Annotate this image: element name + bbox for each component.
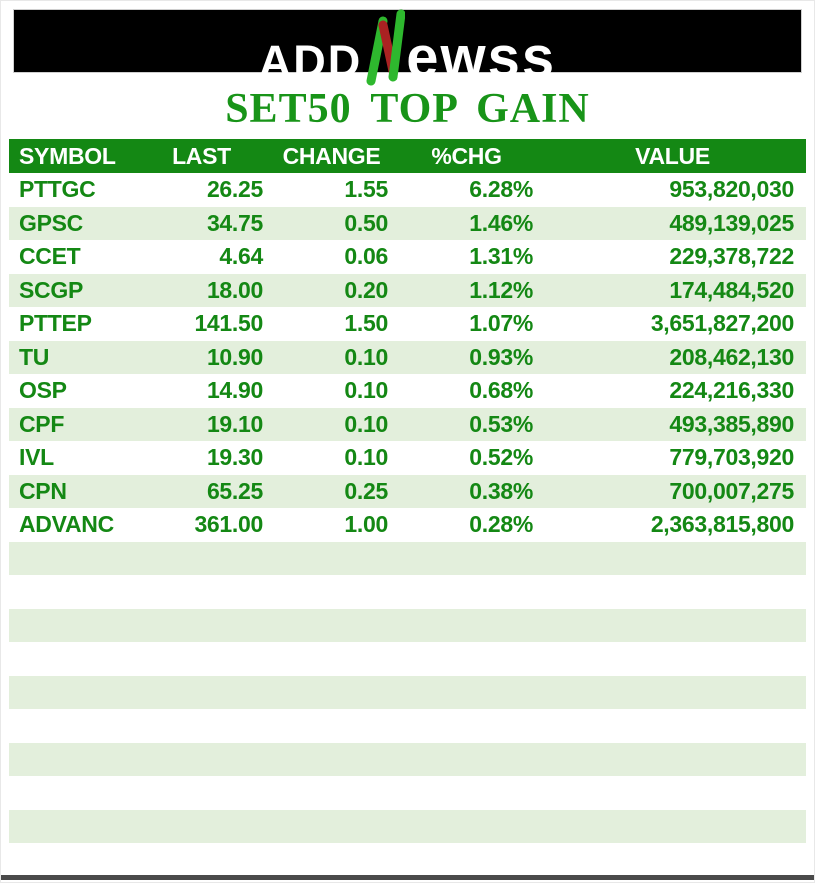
last-cell: 65.25 [206,477,263,504]
pctchg-cell: 0.52% [469,444,533,471]
column-header-symbol: SYMBOL [19,142,116,169]
addnewss-logo: ADD ewss [258,1,556,87]
last-cell: 19.10 [206,410,263,437]
table-row-osp: OSP 14.90 0.10 0.68% 224,216,330 [9,374,806,408]
empty-table-row [9,608,806,642]
symbol-cell: PTTGC [19,176,96,203]
stock-table-body: PTTGC 26.25 1.55 6.28% 953,820,030 GPSC 34.75 0… [9,173,806,877]
table-row-pttgc: PTTGC 26.25 1.55 6.28% 953,820,030 [9,173,806,207]
symbol-cell: CPF [19,410,65,437]
pctchg-cell: 0.68% [469,377,533,404]
column-header-chg: %CHG [431,142,502,169]
pctchg-cell: 1.31% [469,243,533,270]
symbol-cell: OSP [19,377,67,404]
column-header-last: LAST [172,142,231,169]
change-cell: 1.55 [344,176,388,203]
value-cell: 493,385,890 [669,410,794,437]
pctchg-cell: 0.38% [469,477,533,504]
empty-table-row [9,776,806,810]
symbol-cell: GPSC [19,209,83,236]
change-cell: 0.06 [344,243,388,270]
empty-table-row [9,709,806,743]
table-row-scgp: SCGP 18.00 0.20 1.12% 174,484,520 [9,273,806,307]
stylized-n-icon [366,9,406,85]
pctchg-cell: 1.46% [469,209,533,236]
logo-bar: ADD ewss [13,9,802,86]
last-cell: 19.30 [206,444,263,471]
last-cell: 14.90 [206,377,263,404]
empty-table-row [9,742,806,776]
table-row-gpsc: GPSC 34.75 0.50 1.46% 489,139,025 [9,206,806,240]
symbol-cell: CPN [19,477,67,504]
empty-table-row [9,843,806,877]
page-title: SET50 TOP GAIN [225,86,590,132]
last-cell: 141.50 [194,310,263,337]
empty-table-row [9,675,806,709]
change-cell: 1.00 [344,511,388,538]
last-cell: 34.75 [206,209,263,236]
change-cell: 0.10 [344,410,388,437]
symbol-cell: SCGP [19,276,83,303]
last-cell: 26.25 [206,176,263,203]
stock-table: SYMBOL LAST CHANGE %CHG VALUE PTTGC 26.25 1.55… [9,139,806,877]
empty-table-row [9,642,806,676]
value-cell: 2,363,815,800 [650,511,794,538]
last-cell: 361.00 [194,511,263,538]
pctchg-cell: 6.28% [469,176,533,203]
change-cell: 0.20 [344,276,388,303]
empty-table-row [9,809,806,843]
empty-table-row [9,541,806,575]
value-cell: 229,378,722 [669,243,794,270]
logo-prefix-text: ADD [258,35,363,87]
value-cell: 208,462,130 [669,343,794,370]
column-header-value: VALUE [635,142,710,169]
pctchg-cell: 1.12% [469,276,533,303]
last-cell: 4.64 [219,243,263,270]
value-cell: 3,651,827,200 [650,310,794,337]
pctchg-cell: 0.53% [469,410,533,437]
empty-table-row [9,575,806,609]
change-cell: 0.10 [344,444,388,471]
table-row-ivl: IVL 19.30 0.10 0.52% 779,703,920 [9,441,806,475]
value-cell: 174,484,520 [669,276,794,303]
last-cell: 10.90 [206,343,263,370]
symbol-cell: PTTEP [19,310,92,337]
symbol-cell: IVL [19,444,54,471]
change-cell: 0.50 [344,209,388,236]
footer-bar [1,875,814,880]
symbol-cell: CCET [19,243,81,270]
table-row-pttep: PTTEP 141.50 1.50 1.07% 3,651,827,200 [9,307,806,341]
pctchg-cell: 0.28% [469,511,533,538]
last-cell: 18.00 [206,276,263,303]
symbol-cell: TU [19,343,50,370]
table-row-tu: TU 10.90 0.10 0.93% 208,462,130 [9,340,806,374]
table-header-row: SYMBOL LAST CHANGE %CHG VALUE [9,139,806,173]
change-cell: 0.10 [344,377,388,404]
symbol-cell: ADVANC [19,511,114,538]
pctchg-cell: 0.93% [469,343,533,370]
table-row-cpn: CPN 65.25 0.25 0.38% 700,007,275 [9,474,806,508]
pctchg-cell: 1.07% [469,310,533,337]
change-cell: 0.10 [344,343,388,370]
change-cell: 0.25 [344,477,388,504]
table-row-advanc: ADVANC 361.00 1.00 0.28% 2,363,815,800 [9,508,806,542]
value-cell: 779,703,920 [669,444,794,471]
column-header-change: CHANGE [282,142,381,169]
value-cell: 953,820,030 [669,176,794,203]
table-row-cpf: CPF 19.10 0.10 0.53% 493,385,890 [9,407,806,441]
value-cell: 489,139,025 [669,209,794,236]
change-cell: 1.50 [344,310,388,337]
table-row-ccet: CCET 4.64 0.06 1.31% 229,378,722 [9,240,806,274]
value-cell: 224,216,330 [669,377,794,404]
value-cell: 700,007,275 [669,477,794,504]
